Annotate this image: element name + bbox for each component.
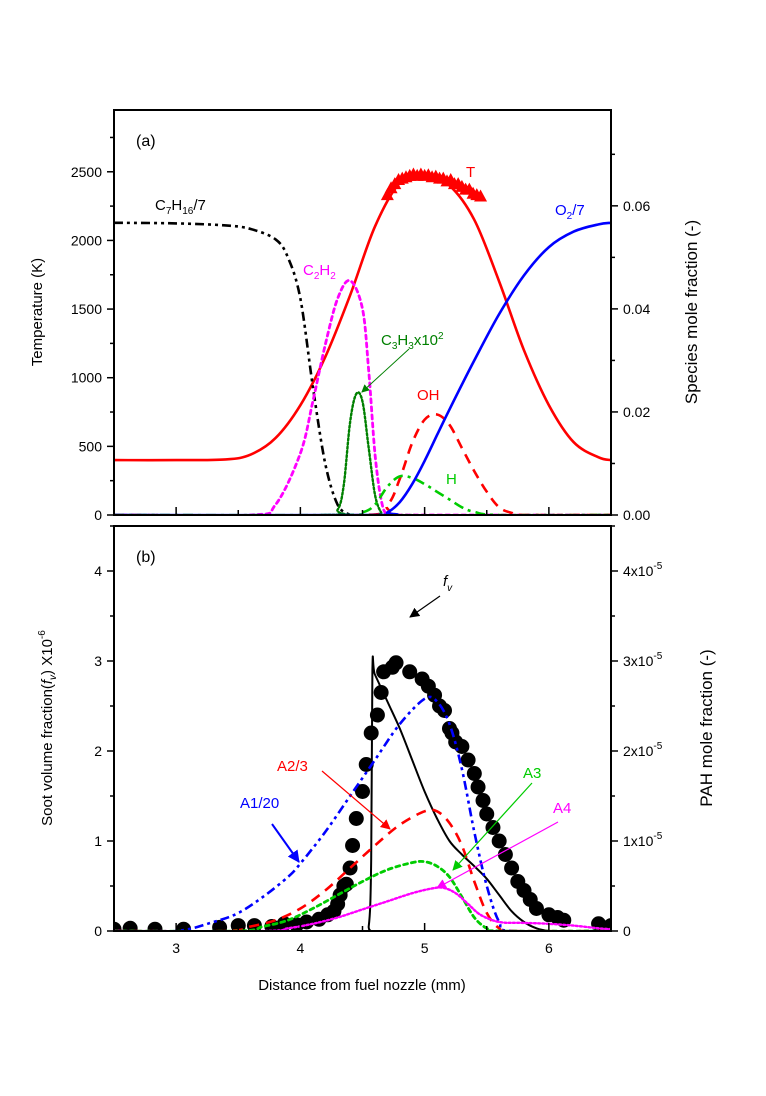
panel-b-ticks: 3 4 5 6 0 1 2 3 4 0 1x10-5 2x10-5 3x10-5 4x10-5 <box>94 525 663 956</box>
series-t-measured <box>380 167 488 202</box>
panel-a-ylabel-right: Species mole fraction (-) <box>682 220 701 404</box>
series-oh <box>114 413 611 515</box>
label-A2-3: A2/3 <box>277 758 308 775</box>
x-tick-label: 5 <box>421 940 429 956</box>
y-left-tick-label: 1500 <box>71 301 102 317</box>
fv-measured-point <box>479 806 495 822</box>
y-right-tick-label: 1x10-5 <box>623 831 663 849</box>
label-C2H2: C2H2 <box>303 262 336 282</box>
series-fv-measured <box>114 655 611 931</box>
y-right-tick-label: 0.04 <box>623 301 650 317</box>
fv-measured-point <box>373 685 389 700</box>
fv-measured-point <box>388 655 404 671</box>
x-tick-label: 6 <box>545 940 553 956</box>
fv-measured-point <box>470 779 486 795</box>
arrow-A2-3 <box>321 770 391 830</box>
temperature-marker <box>380 188 394 201</box>
fv-measured-point <box>299 914 315 930</box>
x-axis-title: Distance from fuel nozzle (mm) <box>258 977 466 994</box>
y-right-tick-label: 0.02 <box>623 404 650 420</box>
label-O2: O2/7 <box>555 202 585 222</box>
label-H: H <box>446 471 457 488</box>
fv-measured-point <box>466 766 482 781</box>
y-left-tick-label: 1000 <box>71 370 102 386</box>
fv-measured-point <box>485 820 501 835</box>
y-left-tick-label: 2500 <box>71 164 102 180</box>
y-right-tick-label: 4x10-5 <box>623 561 663 579</box>
fv-measured-point <box>504 860 520 876</box>
fv-measured-point <box>497 847 513 862</box>
panel-b: 3 4 5 6 0 1 2 3 4 0 1x10-5 2x10-5 3x10-5 4x10-5 (b) S… <box>37 525 716 994</box>
y-right-tick-label: 0.06 <box>623 198 650 214</box>
y-left-tick-label: 2000 <box>71 232 102 248</box>
panel-b-label: (b) <box>136 549 156 566</box>
arrow-C3H3 <box>361 348 410 393</box>
series-c3h3x10-2 <box>114 391 611 515</box>
series-c7h16-7 <box>114 221 351 515</box>
panel-a: 0 500 1000 1500 2000 2500 0.00 0.02 0.04 0.06 (a)… <box>29 109 701 523</box>
panel-a-series <box>114 167 611 515</box>
fv-measured-point <box>230 918 246 931</box>
series-o2-7 <box>114 221 611 515</box>
panel-a-ylabel-left: Temperature (K) <box>29 258 46 366</box>
panel-a-label: (a) <box>136 133 156 150</box>
fv-measured-point <box>114 921 122 931</box>
y-left-tick-label: 1 <box>94 833 102 849</box>
panel-b-frame <box>113 525 612 932</box>
fv-measured-point <box>212 919 228 931</box>
label-OH: OH <box>417 387 440 404</box>
series-c2h2 <box>114 279 611 515</box>
fv-measured-point <box>338 876 354 892</box>
y-right-tick-label: 3x10-5 <box>623 651 663 669</box>
arrow-A1-20 <box>271 823 300 863</box>
fv-measured-point <box>528 901 544 916</box>
panel-b-ylabel-right: PAH mole fraction (-) <box>697 649 716 806</box>
y-right-tick-label: 2x10-5 <box>623 741 663 759</box>
label-A4: A4 <box>553 800 571 817</box>
y-left-tick-label: 0 <box>94 507 102 523</box>
series-a3 <box>114 859 611 931</box>
fv-measured-point <box>122 920 138 931</box>
y-right-tick-label: 0 <box>623 923 631 939</box>
fv-measured-point <box>355 784 370 799</box>
panel-a-ticks: 0 500 1000 1500 2000 2500 0.00 0.02 0.04 0.06 <box>71 136 650 523</box>
fv-measured-point <box>176 921 192 931</box>
fv-measured-point <box>345 838 361 853</box>
x-tick-label: 4 <box>296 940 304 956</box>
y-right-tick-label: 0.00 <box>623 507 650 523</box>
label-fv: fv <box>443 573 453 594</box>
fv-measured-point <box>402 664 418 680</box>
series-a2-3 <box>114 808 611 931</box>
y-left-tick-label: 4 <box>94 563 102 579</box>
fv-measured-point <box>363 725 379 741</box>
label-T: T <box>466 164 475 181</box>
label-C3H3: C3H3x102 <box>381 331 444 352</box>
label-C7H16: C7H16/7 <box>155 197 206 217</box>
series-t <box>114 173 611 462</box>
label-A1-20: A1/20 <box>240 795 279 812</box>
series-a1-20 <box>114 695 611 931</box>
fv-measured-point <box>369 707 385 723</box>
y-left-tick-label: 500 <box>79 438 103 454</box>
panel-b-series <box>114 655 611 931</box>
y-left-tick-label: 0 <box>94 923 102 939</box>
arrow-A4 <box>436 821 559 889</box>
series-h <box>114 474 611 515</box>
fv-measured-point <box>475 793 491 808</box>
fv-measured-point <box>460 752 476 768</box>
y-left-tick-label: 2 <box>94 743 102 759</box>
fv-measured-point <box>147 921 163 931</box>
fv-measured-point <box>348 811 364 826</box>
x-tick-label: 3 <box>172 940 180 956</box>
y-left-tick-label: 3 <box>94 653 102 669</box>
arrow-A3 <box>452 782 533 871</box>
label-A3: A3 <box>523 765 541 782</box>
fv-measured-point <box>491 833 507 849</box>
panel-b-ylabel-left: Soot volume fraction(fv) X10-6 <box>37 630 59 826</box>
arrow-fv <box>409 595 441 618</box>
temperature-marker <box>474 189 488 202</box>
fv-measured-point <box>454 739 470 754</box>
